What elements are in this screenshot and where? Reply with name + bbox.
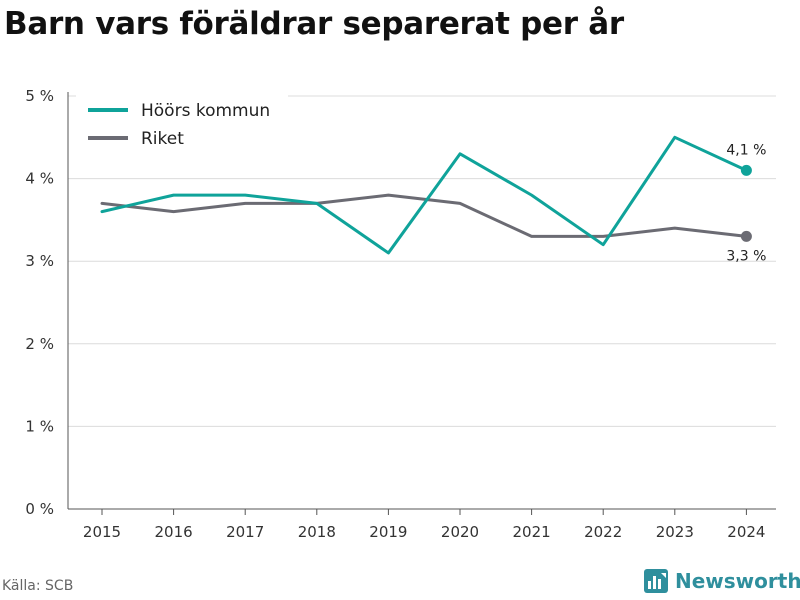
legend-label: Höörs kommun [141,101,270,121]
chart-title: Barn vars föräldrar separerat per år [4,6,624,42]
x-tick-label: 2024 [727,523,765,541]
x-tick-label: 2015 [83,523,121,541]
brand-name: Newsworthy [675,569,800,593]
end-point [740,230,752,242]
x-tick-label: 2020 [441,523,479,541]
x-tick-label: 2021 [513,523,551,541]
series-lines [100,135,748,255]
end-label: 4,1 % [726,142,766,158]
legend-background [76,94,288,158]
y-tick-label: 3 % [25,252,54,270]
x-tick-label: 2018 [298,523,336,541]
x-tick-label: 2022 [584,523,622,541]
y-tick-label: 1 % [25,417,54,435]
y-tick-label: 5 % [25,87,54,105]
source-note: Källa: SCB [2,578,74,594]
y-tick-label: 2 % [25,335,54,353]
legend: Höörs kommun Riket [76,94,288,158]
end-label: 3,3 % [726,248,766,264]
series-line [100,193,748,238]
y-axis-ticks: 0 % 1 % 2 % 3 % 4 % 5 % [25,87,54,518]
x-tick-label: 2019 [369,523,407,541]
series-line [100,135,748,255]
end-points: 4,1 % 3,3 % [726,142,766,264]
end-point [740,164,752,176]
x-axis-ticks: 2015 2016 2017 2018 2019 2020 2021 2022 2023 2024 [83,509,765,541]
x-tick-label: 2017 [226,523,264,541]
y-tick-label: 0 % [25,500,54,518]
y-tick-label: 4 % [25,170,54,188]
bar-chart-logo-icon [644,569,668,593]
legend-label: Riket [141,129,184,149]
x-tick-label: 2023 [656,523,694,541]
brand-logo[interactable]: Newsworthy [644,569,800,593]
x-tick-label: 2016 [155,523,193,541]
grid-lines [67,92,776,510]
